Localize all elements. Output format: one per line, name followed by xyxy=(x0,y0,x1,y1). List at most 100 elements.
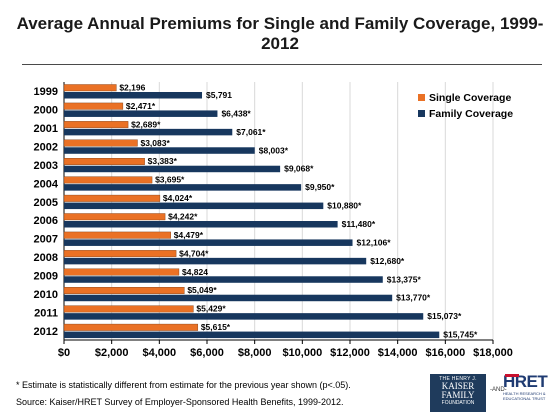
single-coverage-bar xyxy=(63,213,166,221)
single-coverage-bar xyxy=(63,194,161,202)
family-coverage-value-label: $15,073* xyxy=(427,311,462,321)
hret-logo: HRET HEALTH RESEARCH & EDUCATIONAL TRUST xyxy=(503,372,553,414)
single-coverage-bar xyxy=(63,121,129,129)
single-coverage-value-label: $5,429* xyxy=(196,304,226,314)
x-tick-label: $10,000 xyxy=(282,347,322,359)
legend-entry: Family Coverage xyxy=(429,108,513,120)
family-coverage-value-label: $12,680* xyxy=(370,256,405,266)
hret-logo-stripe xyxy=(505,374,519,377)
single-coverage-value-label: $3,383* xyxy=(148,156,178,166)
logo-and-text: -AND- xyxy=(490,387,507,393)
family-coverage-bar xyxy=(64,202,324,210)
x-tick-label: $6,000 xyxy=(190,347,224,359)
family-coverage-value-label: $12,106* xyxy=(357,237,392,247)
family-coverage-value-label: $15,745* xyxy=(443,330,478,340)
kff-logo-line4: FOUNDATION xyxy=(441,400,475,406)
source-note: Source: Kaiser/HRET Survey of Employer-S… xyxy=(16,397,344,407)
y-category-label: 2010 xyxy=(34,289,58,301)
family-coverage-value-label: $7,061* xyxy=(236,127,266,137)
y-category-label: 2001 xyxy=(34,123,58,135)
premiums-bar-chart: $0 $2,000 $4,000 $6,000 $8,000 $10,000 $12,000… xyxy=(34,82,513,359)
legend-swatch xyxy=(418,94,425,101)
single-coverage-bar xyxy=(63,84,117,92)
x-tick-label: $14,000 xyxy=(378,347,418,359)
single-coverage-value-label: $4,024* xyxy=(163,193,193,203)
y-category-label: 2003 xyxy=(34,160,58,172)
single-coverage-value-label: $4,242* xyxy=(168,212,198,222)
chart-title: Average Annual Premiums for Single and F… xyxy=(0,14,560,54)
single-coverage-bar xyxy=(63,305,194,313)
family-coverage-bar xyxy=(64,239,353,246)
kff-logo-line3: FAMILY xyxy=(441,390,475,400)
single-coverage-value-label: $4,704* xyxy=(179,248,209,258)
x-tick-label: $16,000 xyxy=(425,347,465,359)
family-coverage-bar xyxy=(64,294,393,302)
single-coverage-bar xyxy=(63,139,138,147)
x-tick-label: $2,000 xyxy=(95,347,129,359)
y-category-label: 2011 xyxy=(34,307,58,319)
family-coverage-bar xyxy=(64,184,302,191)
family-coverage-value-label: $10,880* xyxy=(327,201,362,211)
y-category-label: 2008 xyxy=(34,252,58,264)
single-coverage-value-label: $3,083* xyxy=(140,138,170,148)
family-coverage-value-label: $13,770* xyxy=(396,293,431,303)
y-category-label: 2004 xyxy=(34,178,59,190)
kaiser-family-foundation-logo: THE HENRY J. KAISER FAMILY FOUNDATION xyxy=(430,374,486,412)
y-category-label: 2007 xyxy=(34,234,58,246)
single-coverage-bar xyxy=(63,158,145,165)
single-coverage-bar xyxy=(63,287,185,294)
single-coverage-bar xyxy=(63,268,180,276)
family-coverage-bar xyxy=(64,221,338,228)
family-coverage-value-label: $6,438* xyxy=(221,108,251,118)
y-category-label: 2012 xyxy=(34,326,58,338)
single-coverage-bar xyxy=(63,102,124,110)
y-category-label: 2005 xyxy=(34,197,58,209)
kff-logo-line1: THE HENRY J. xyxy=(439,376,477,382)
chart-title-text: Average Annual Premiums for Single and F… xyxy=(16,14,544,53)
single-coverage-value-label: $3,695* xyxy=(155,175,185,185)
legend-swatch xyxy=(418,110,425,117)
kff-logo-line2: KAISER xyxy=(441,381,475,391)
single-coverage-value-label: $2,196 xyxy=(119,83,145,93)
legend-entry: Single Coverage xyxy=(429,92,511,104)
y-category-label: 2006 xyxy=(34,215,58,227)
single-coverage-value-label: $5,049* xyxy=(187,285,217,295)
family-coverage-bar xyxy=(64,276,383,283)
single-coverage-value-label: $2,689* xyxy=(131,119,161,129)
x-tick-label: $8,000 xyxy=(238,347,272,359)
title-divider xyxy=(22,64,542,65)
y-category-label: 2002 xyxy=(34,142,58,154)
hret-logo-sub2: EDUCATIONAL TRUST xyxy=(503,396,546,401)
single-coverage-bar xyxy=(63,231,171,239)
single-coverage-bar xyxy=(63,323,199,331)
family-coverage-value-label: $13,375* xyxy=(387,274,422,284)
family-coverage-bar xyxy=(64,257,367,265)
single-coverage-value-label: $4,824 xyxy=(182,267,208,277)
single-coverage-value-label: $2,471* xyxy=(126,101,156,111)
single-coverage-bar xyxy=(63,176,153,184)
family-coverage-value-label: $9,950* xyxy=(305,182,335,192)
y-category-label: 1999 xyxy=(34,86,58,98)
family-coverage-value-label: $5,791 xyxy=(206,90,232,100)
y-category-label: 2009 xyxy=(34,271,58,283)
family-coverage-bar xyxy=(64,331,440,339)
single-coverage-value-label: $4,479* xyxy=(174,230,204,240)
single-coverage-bar xyxy=(63,250,177,258)
footnote: * Estimate is statistically different fr… xyxy=(16,380,351,390)
family-coverage-bar xyxy=(64,110,218,117)
x-tick-label: $4,000 xyxy=(143,347,177,359)
family-coverage-bar xyxy=(64,165,281,173)
x-tick-label: $12,000 xyxy=(330,347,370,359)
single-coverage-value-label: $5,615* xyxy=(201,322,231,332)
family-coverage-value-label: $9,068* xyxy=(284,164,314,174)
family-coverage-bar xyxy=(64,92,203,99)
family-coverage-value-label: $11,480* xyxy=(342,219,376,229)
x-tick-label: $0 xyxy=(58,347,70,359)
y-category-label: 2000 xyxy=(34,105,58,117)
hret-logo-sub1: HEALTH RESEARCH & xyxy=(503,391,546,396)
family-coverage-bar xyxy=(64,128,233,136)
family-coverage-bar xyxy=(64,313,424,320)
family-coverage-value-label: $8,003* xyxy=(259,145,289,155)
family-coverage-bar xyxy=(64,147,255,154)
x-tick-label: $18,000 xyxy=(473,347,513,359)
